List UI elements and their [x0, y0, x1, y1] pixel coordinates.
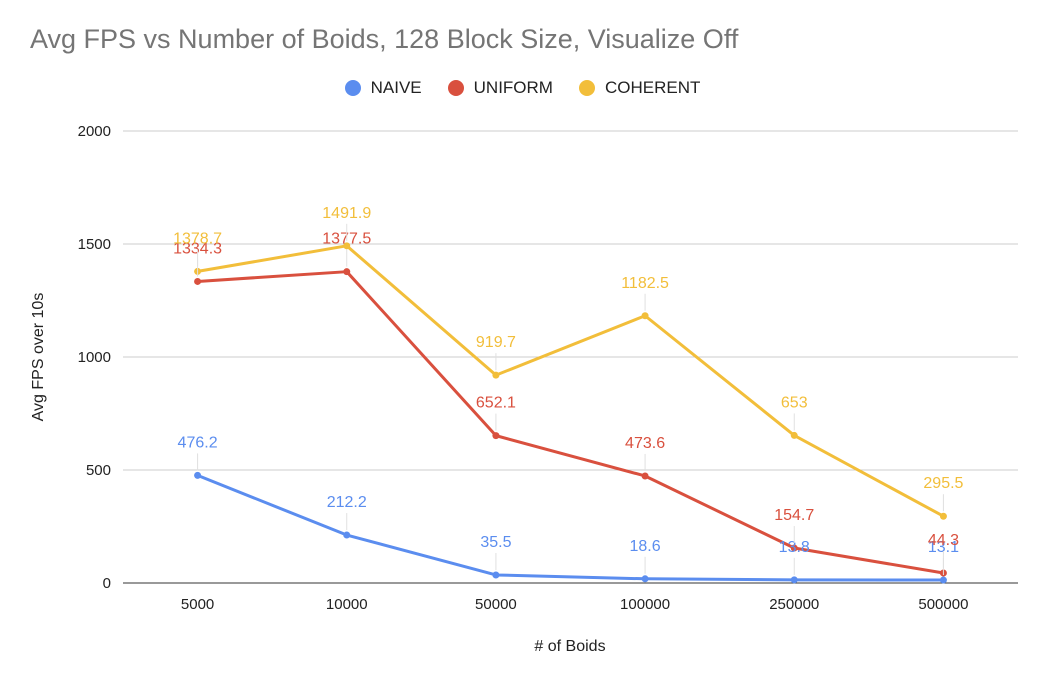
x-tick-label: 5000: [181, 596, 214, 613]
legend-naive-label: NAIVE: [370, 78, 422, 97]
data-label-uniform: 473.6: [625, 435, 665, 452]
data-label-coherent: 1378.7: [173, 230, 222, 247]
data-label-coherent: 653: [781, 394, 808, 411]
y-tick-label: 500: [86, 462, 111, 479]
y-tick-label: 2000: [78, 123, 111, 140]
data-label-naive: 212.2: [327, 494, 367, 511]
data-label-uniform: 652.1: [476, 395, 516, 412]
legend: NAIVE UNIFORM COHERENT: [0, 78, 1045, 98]
y-tick-labels: 0 500 1000 1500 2000: [78, 123, 111, 592]
data-label-coherent: 295.5: [923, 475, 963, 492]
gridlines: [123, 130, 1018, 584]
x-tick-labels: 5000 10000 50000 100000 250000 500000: [181, 596, 969, 613]
x-tick-label: 250000: [769, 596, 819, 613]
x-tick-label: 100000: [620, 596, 670, 613]
x-axis-title: # of Boids: [534, 638, 605, 655]
x-tick-label: 50000: [475, 596, 517, 613]
data-point-coherent[interactable]: [790, 431, 798, 439]
data-point-uniform[interactable]: [194, 277, 202, 285]
data-point-coherent[interactable]: [641, 312, 649, 320]
data-label-coherent: 1182.5: [621, 275, 669, 292]
data-point-naive[interactable]: [194, 471, 202, 479]
data-point-uniform[interactable]: [790, 544, 798, 552]
data-label-coherent: 919.7: [476, 334, 516, 351]
legend-item-uniform[interactable]: UNIFORM: [447, 78, 553, 98]
data-point-naive[interactable]: [939, 576, 947, 584]
data-point-coherent[interactable]: [343, 242, 351, 250]
legend-uniform-label: UNIFORM: [473, 78, 553, 97]
data-point-naive[interactable]: [641, 575, 649, 583]
data-point-coherent[interactable]: [939, 512, 947, 520]
y-axis-title: Avg FPS over 10s: [30, 293, 47, 422]
data-point-naive[interactable]: [343, 531, 351, 539]
data-label-uniform: 44.3: [928, 532, 959, 549]
data-label-naive: 18.6: [630, 538, 661, 555]
x-tick-label: 500000: [918, 596, 968, 613]
series-group: [194, 242, 947, 584]
legend-uniform-swatch: [447, 80, 464, 96]
data-label-naive: 35.5: [480, 534, 511, 551]
legend-coherent-label: COHERENT: [604, 78, 701, 97]
data-point-uniform[interactable]: [343, 268, 351, 276]
legend-item-naive[interactable]: NAIVE: [344, 78, 422, 98]
x-tick-label: 10000: [326, 596, 368, 613]
data-point-coherent[interactable]: [492, 371, 500, 379]
chart-title: Avg FPS vs Number of Boids, 128 Block Si…: [30, 24, 739, 54]
data-label-naive: 13.1: [928, 539, 959, 556]
legend-item-coherent[interactable]: COHERENT: [578, 78, 701, 98]
y-tick-label: 1000: [78, 349, 111, 366]
data-label-uniform: 1334.3: [173, 240, 222, 257]
data-point-naive[interactable]: [790, 576, 798, 584]
y-tick-label: 1500: [78, 236, 111, 253]
y-tick-label: 0: [103, 575, 111, 592]
data-point-naive[interactable]: [492, 571, 500, 579]
data-label-naive: 476.2: [178, 434, 218, 451]
data-point-uniform[interactable]: [492, 432, 500, 440]
legend-coherent-swatch: [578, 80, 595, 96]
series-line-uniform[interactable]: [197, 270, 944, 575]
legend-naive-swatch: [344, 80, 361, 96]
data-label-uniform: 154.7: [774, 507, 814, 524]
series-line-naive[interactable]: [197, 473, 944, 582]
series-line-coherent[interactable]: [197, 244, 945, 518]
data-point-uniform[interactable]: [641, 472, 649, 480]
data-label-coherent: 1491.9: [322, 205, 371, 222]
data-label-naive: 13.8: [779, 539, 810, 556]
